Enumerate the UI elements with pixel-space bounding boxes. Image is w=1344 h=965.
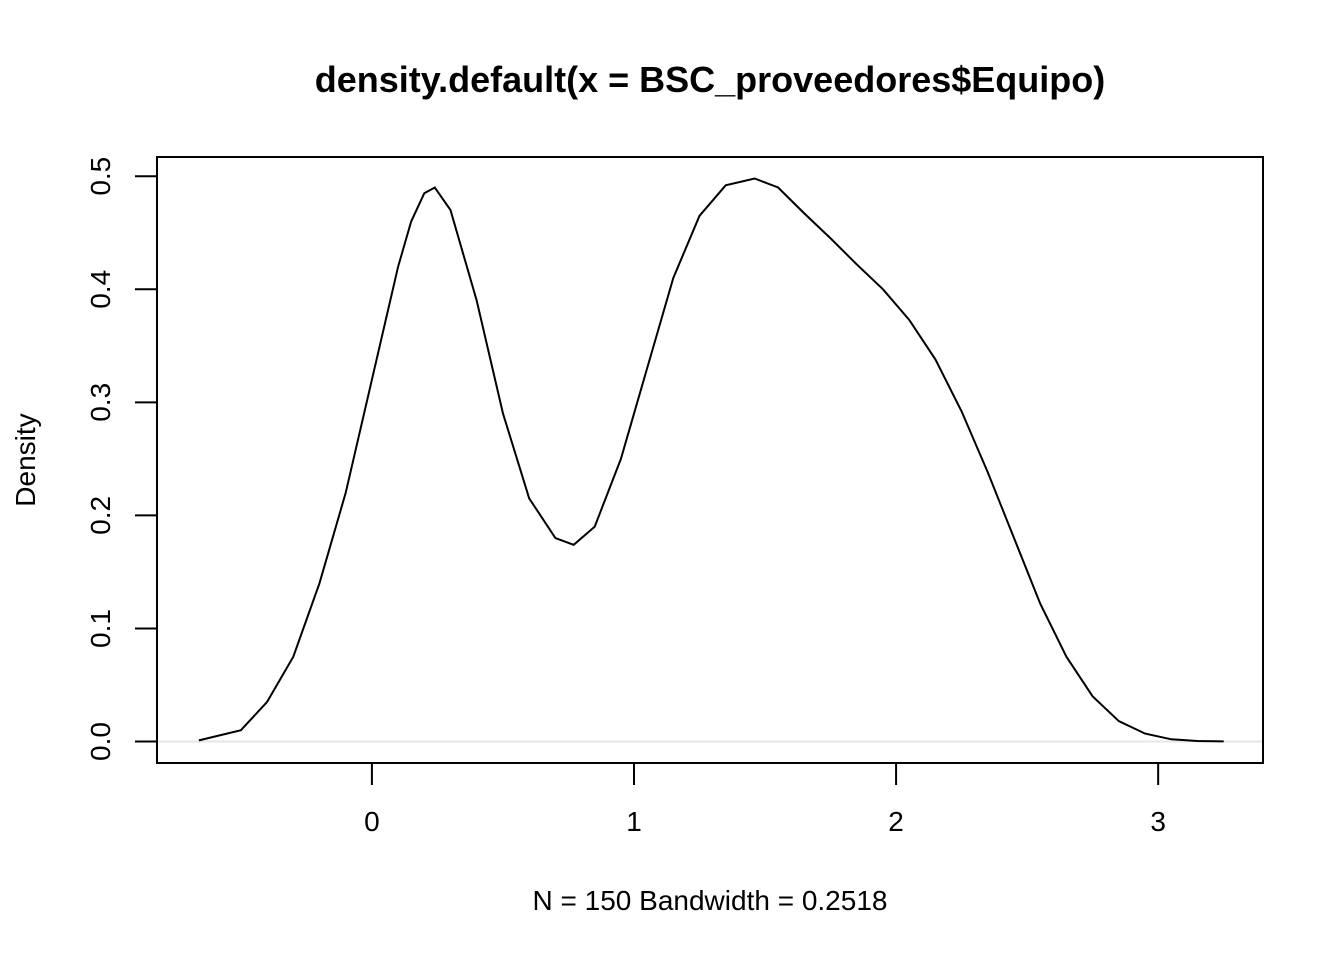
x-axis: 0 1 2 3 xyxy=(364,762,1166,837)
y-tick-label: 0.0 xyxy=(85,722,116,761)
x-tick-label: 3 xyxy=(1150,806,1166,837)
x-tick-label: 2 xyxy=(888,806,904,837)
y-axis: 0.0 0.1 0.2 0.3 0.4 0.5 xyxy=(85,157,158,761)
y-axis-label: Density xyxy=(10,413,41,506)
x-tick-label: 0 xyxy=(364,806,380,837)
y-tick-label: 0.4 xyxy=(85,270,116,309)
y-tick-label: 0.1 xyxy=(85,609,116,648)
y-tick-label: 0.3 xyxy=(85,383,116,422)
y-tick-label: 0.5 xyxy=(85,157,116,196)
chart-title: density.default(x = BSC_proveedores$Equi… xyxy=(315,59,1106,100)
x-axis-label: N = 150 Bandwidth = 0.2518 xyxy=(533,885,888,916)
density-curve xyxy=(198,177,1224,743)
y-tick-label: 0.2 xyxy=(85,496,116,535)
x-tick-label: 1 xyxy=(626,806,642,837)
